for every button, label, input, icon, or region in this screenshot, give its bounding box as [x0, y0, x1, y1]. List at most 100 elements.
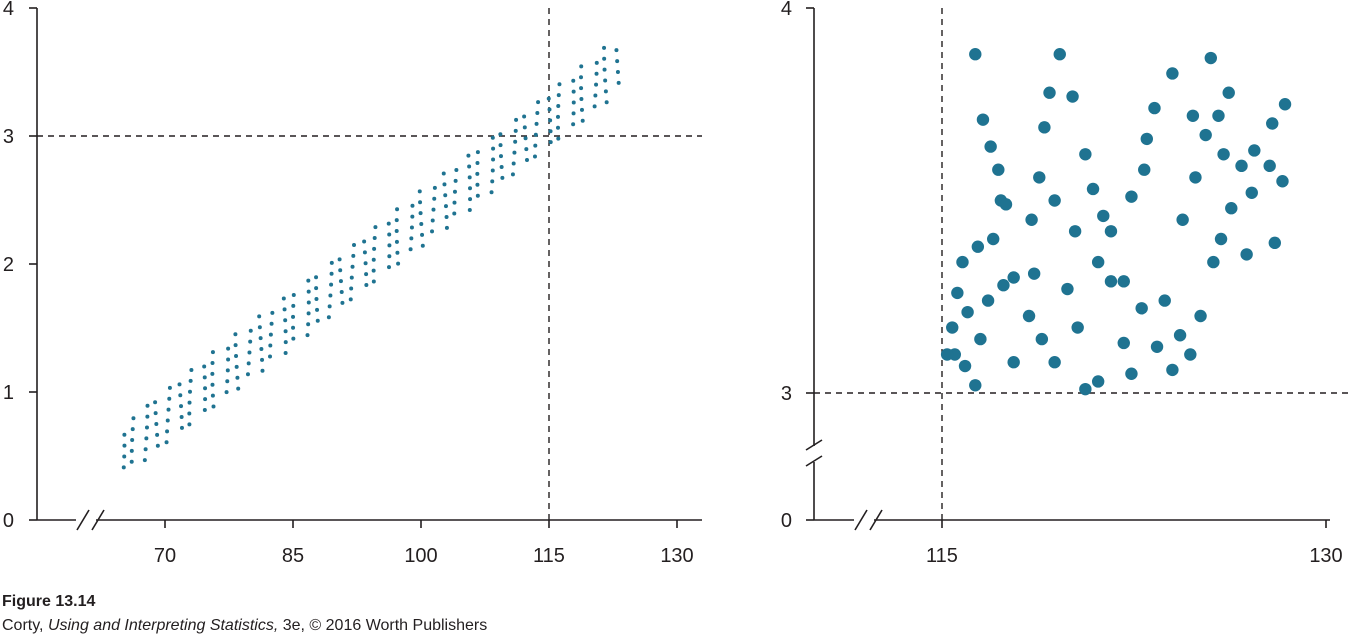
left-data-point	[202, 364, 207, 369]
right-data-point	[1066, 90, 1079, 103]
left-data-point	[387, 232, 392, 237]
right-y-tick-label: 4	[781, 0, 792, 20]
left-data-point	[395, 250, 400, 255]
right-y-tick-label: 0	[781, 510, 792, 532]
left-data-point	[187, 422, 192, 427]
left-data-point	[394, 239, 399, 244]
right-data-point	[1186, 109, 1200, 123]
left-data-point	[245, 372, 250, 377]
left-data-point	[210, 350, 215, 355]
left-data-point	[571, 122, 576, 127]
right-data-point	[969, 379, 982, 392]
left-data-point	[187, 411, 192, 416]
left-data-point	[283, 329, 288, 334]
left-data-point	[511, 161, 516, 166]
right-data-point	[1048, 194, 1061, 207]
left-data-point	[556, 136, 561, 141]
left-data-point	[524, 157, 529, 162]
credit-book-title: Using and Interpreting Statistics,	[47, 617, 279, 634]
right-y-tick-label: 3	[781, 383, 792, 405]
left-data-point	[372, 246, 377, 251]
left-data-point	[226, 346, 231, 351]
right-data-point	[1091, 375, 1105, 388]
left-data-point	[327, 304, 332, 309]
right-data-point	[1263, 159, 1276, 173]
left-data-point	[546, 96, 551, 101]
right-data-point	[997, 279, 1010, 292]
left-data-point	[364, 272, 369, 277]
left-data-point	[431, 207, 436, 212]
left-data-point	[571, 78, 576, 83]
right-x-tick-label: 130	[1309, 545, 1342, 567]
right-data-point	[1158, 294, 1171, 307]
left-data-point	[233, 343, 238, 348]
left-data-point	[386, 221, 391, 226]
left-data-point	[188, 378, 193, 383]
left-data-point	[281, 296, 286, 301]
right-x-axis-break-mark	[854, 509, 868, 531]
left-data-point	[475, 171, 480, 176]
left-data-point	[282, 307, 287, 312]
left-data-point	[419, 222, 424, 227]
left-data-point	[555, 114, 560, 119]
left-data-point	[260, 357, 265, 362]
left-data-point	[306, 322, 311, 327]
left-data-point	[603, 89, 608, 94]
right-data-point	[1235, 159, 1248, 173]
left-data-point	[315, 307, 320, 312]
left-data-point	[475, 161, 480, 166]
left-data-point	[363, 261, 368, 266]
right-data-point	[1214, 232, 1228, 246]
left-data-point	[187, 400, 192, 405]
left-data-point	[210, 382, 215, 387]
left-data-point	[467, 208, 472, 213]
right-data-point	[1027, 267, 1041, 280]
left-data-point	[248, 328, 253, 333]
left-data-point	[179, 404, 184, 409]
left-data-point	[153, 411, 158, 416]
left-data-point	[475, 193, 480, 198]
left-data-point	[580, 118, 585, 123]
left-y-tick-label: 4	[3, 0, 14, 20]
left-data-point	[452, 211, 457, 216]
left-data-point	[468, 186, 473, 191]
left-data-point	[329, 271, 334, 276]
left-data-point	[498, 143, 503, 148]
left-data-point	[306, 289, 311, 294]
left-data-point	[467, 164, 472, 169]
right-data-point	[1097, 209, 1110, 223]
left-data-point	[556, 93, 561, 98]
right-data-point	[1166, 67, 1179, 80]
right-x-tick-label: 115	[926, 545, 958, 567]
left-data-point	[513, 139, 518, 144]
left-data-point	[408, 247, 413, 252]
left-data-point	[489, 190, 494, 195]
left-y-tick-label: 0	[3, 510, 14, 532]
left-data-point	[579, 86, 584, 91]
left-x-axis-break-mark	[91, 509, 105, 531]
left-data-point	[260, 368, 265, 373]
left-data-point	[129, 448, 134, 453]
right-data-point	[940, 348, 954, 361]
left-data-point	[154, 421, 159, 426]
left-data-point	[510, 172, 515, 177]
left-data-point	[371, 279, 376, 284]
left-data-point	[233, 332, 238, 337]
right-data-point	[1025, 213, 1038, 226]
right-data-point	[1150, 340, 1164, 353]
left-data-point	[536, 100, 541, 105]
right-data-point	[1035, 332, 1049, 346]
right-data-point	[1212, 109, 1225, 123]
left-data-point	[121, 465, 126, 470]
left-data-point	[314, 275, 319, 280]
left-data-point	[579, 64, 584, 69]
left-data-point	[387, 243, 392, 248]
left-data-point	[203, 386, 208, 391]
left-data-point	[166, 407, 171, 412]
right-data-point	[1217, 148, 1230, 161]
left-data-point	[236, 386, 241, 391]
left-data-point	[491, 146, 496, 151]
right-y-axis-break-mark	[805, 439, 823, 451]
left-data-point	[167, 396, 172, 401]
